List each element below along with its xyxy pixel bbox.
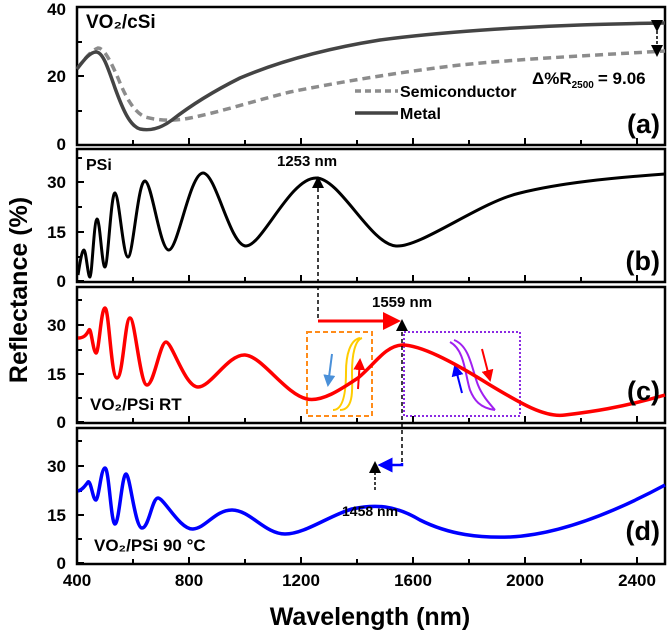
curve-metal [75,21,666,132]
peak-label-d: 1458 nm [342,503,398,519]
curve-semiconductor [75,46,666,122]
ytick-b-15: 15 [47,223,66,242]
ytick-d-15: 15 [47,506,66,525]
xtick-2000: 2000 [506,571,544,590]
curve-90c [77,466,666,539]
x-axis: 400 800 1200 1600 2000 2400 Wavelength (… [63,571,656,631]
peak-label-b: 1253 nm [277,153,337,170]
panel-b-tag: (b) [626,246,660,276]
hysteresis-loop-violet [449,339,496,411]
inset-box-cooling [403,331,521,417]
panel-c-tag: (c) [627,376,660,406]
panel-b-title: PSi [86,157,112,174]
ytick-d-30: 30 [47,457,66,476]
ytick-c-0: 0 [57,413,66,432]
xtick-1600: 1600 [394,571,432,590]
delta-r-annotation: Δ%R2500 = 9.06 [532,69,646,91]
legend-label-metal: Metal [400,106,441,123]
ytick-c-15: 15 [47,365,66,384]
inset-box-heating [306,331,373,417]
panel-a-tag: (a) [627,109,660,139]
ytick-a-0: 0 [57,135,66,154]
ytick-b-0: 0 [57,272,66,291]
panel-a: 0 20 40 VO₂/cSi Δ%R2500 = 9.06 Semiconduc… [47,0,667,154]
panel-d-title: VO₂/PSi 90 °C [94,536,206,555]
curve-psi [76,171,666,279]
panel-d-tag: (d) [626,516,660,546]
ytick-a-20: 20 [47,67,66,86]
curve-rt [77,306,666,418]
shift-arrow-blue [377,457,404,473]
xtick-800: 800 [175,571,203,590]
panel-d: 0 15 30 VO₂/PSi 90 °C 1458 nm (d) [47,426,667,573]
peak-label-c: 1559 nm [372,294,432,311]
ytick-a-40: 40 [47,0,66,19]
hysteresis-loop-yellow [332,337,363,411]
panel-c-title: VO₂/PSi RT [90,395,182,414]
ytick-d-0: 0 [57,554,66,573]
panel-c: 0 15 30 VO₂/PSi RT 1559 nm (c) [47,285,667,462]
y-axis-title: Reflectance (%) [5,197,33,383]
xtick-2400: 2400 [618,571,656,590]
ytick-b-30: 30 [47,173,66,192]
ytick-c-30: 30 [47,316,66,335]
legend-label-semi: Semiconductor [400,84,516,101]
panel-b: 0 15 30 PSi 1253 nm (b) [47,147,667,318]
xtick-400: 400 [63,571,91,590]
x-axis-title: Wavelength (nm) [270,603,470,631]
xtick-1200: 1200 [282,571,320,590]
panel-a-title: VO₂/cSi [86,12,156,33]
